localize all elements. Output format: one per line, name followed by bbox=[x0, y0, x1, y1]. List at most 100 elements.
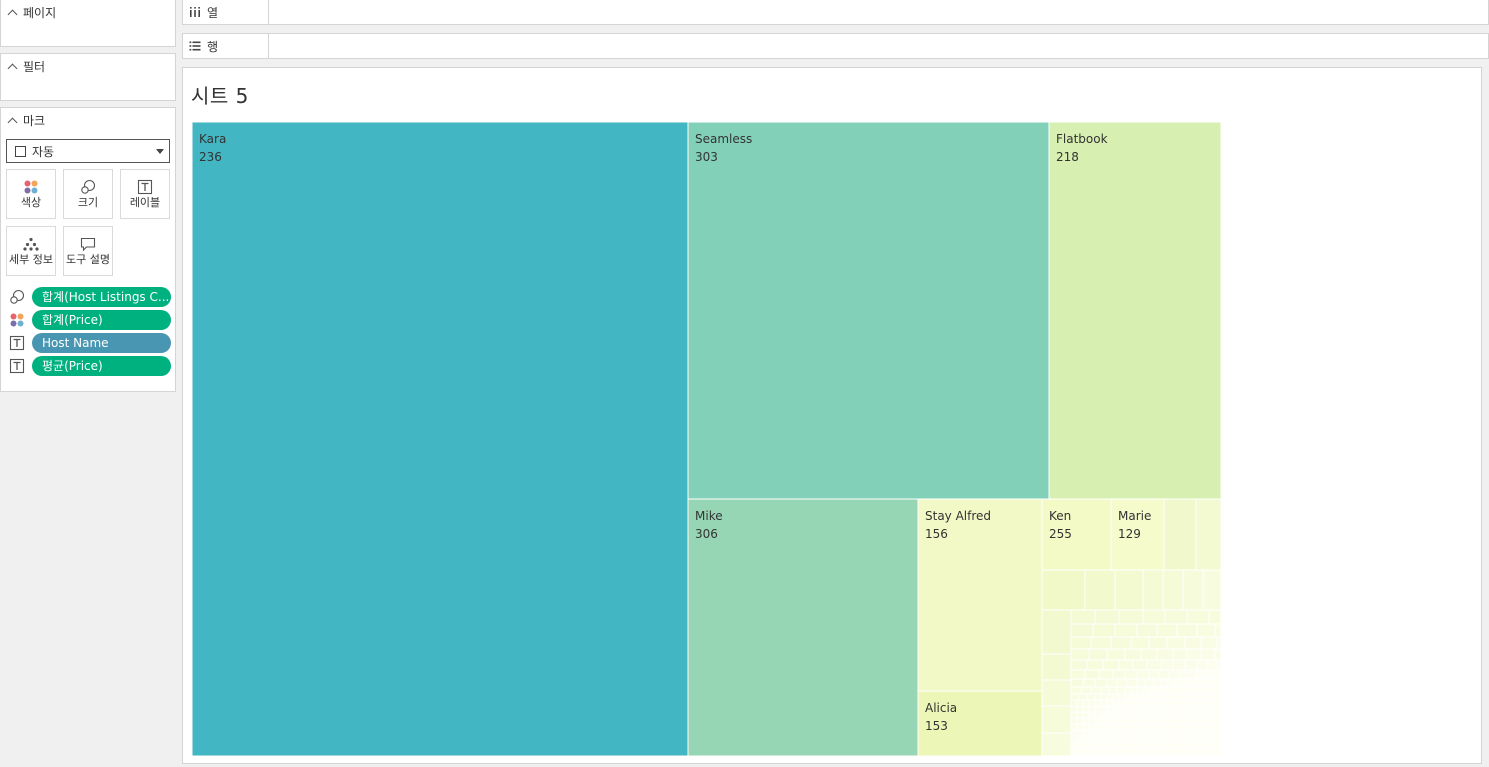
treemap-cell-small[interactable] bbox=[1124, 686, 1132, 695]
treemap-cell-small[interactable] bbox=[1190, 741, 1198, 749]
treemap-cell-small[interactable] bbox=[1080, 686, 1092, 695]
treemap-cell-small[interactable] bbox=[1118, 609, 1144, 625]
treemap-cell-small[interactable] bbox=[1084, 569, 1116, 611]
treemap-cell-small[interactable] bbox=[1184, 717, 1192, 725]
treemap-cell-small[interactable] bbox=[1106, 678, 1118, 688]
treemap-cell-small[interactable] bbox=[1112, 693, 1120, 701]
treemap-cell-small[interactable] bbox=[1112, 669, 1126, 680]
label-button[interactable]: 레이블 bbox=[120, 169, 170, 219]
treemap-cell-small[interactable] bbox=[1100, 686, 1110, 695]
treemap-cell-kara[interactable] bbox=[191, 121, 689, 757]
treemap-cell-small[interactable] bbox=[1196, 659, 1208, 671]
treemap-cell-small[interactable] bbox=[1202, 753, 1210, 757]
treemap-cell-small[interactable] bbox=[1214, 741, 1222, 749]
treemap-cell-small[interactable] bbox=[1124, 648, 1142, 661]
treemap-cell-small[interactable] bbox=[1070, 735, 1078, 743]
treemap-cell-small[interactable] bbox=[1160, 678, 1168, 688]
treemap-cell-small[interactable] bbox=[1130, 753, 1138, 757]
treemap-cell-small[interactable] bbox=[1130, 729, 1138, 737]
treemap-cell-small[interactable] bbox=[1208, 729, 1216, 737]
treemap-cell-small[interactable] bbox=[1184, 686, 1192, 695]
treemap-cell-small[interactable] bbox=[1184, 659, 1198, 671]
treemap-cell-small[interactable] bbox=[1160, 686, 1168, 695]
treemap-cell-small[interactable] bbox=[1184, 753, 1192, 757]
treemap-cell-small[interactable] bbox=[1190, 711, 1198, 719]
treemap-cell-small[interactable] bbox=[1094, 747, 1102, 755]
treemap-cell-small[interactable] bbox=[1190, 693, 1198, 701]
treemap-cell-small[interactable] bbox=[1195, 498, 1222, 571]
treemap-cell-small[interactable] bbox=[1118, 729, 1126, 737]
treemap-cell-small[interactable] bbox=[1106, 717, 1114, 725]
treemap-cell-small[interactable] bbox=[1100, 711, 1108, 719]
treemap-cell-small[interactable] bbox=[1184, 723, 1192, 731]
treemap-cell-small[interactable] bbox=[1142, 705, 1150, 713]
treemap-cell-small[interactable] bbox=[1214, 699, 1222, 707]
treemap-cell-small[interactable] bbox=[1186, 648, 1202, 661]
treemap-cell-small[interactable] bbox=[1148, 711, 1156, 719]
treemap-cell-small[interactable] bbox=[1208, 753, 1216, 757]
columns-drop-area[interactable] bbox=[269, 0, 1488, 24]
treemap-cell-small[interactable] bbox=[1208, 669, 1216, 680]
treemap-cell-small[interactable] bbox=[1124, 729, 1132, 737]
treemap-cell-small[interactable] bbox=[1194, 669, 1204, 680]
treemap-cell-small[interactable] bbox=[1166, 711, 1174, 719]
treemap-cell-small[interactable] bbox=[1124, 705, 1132, 713]
treemap-cell-small[interactable] bbox=[1076, 741, 1084, 749]
treemap-cell-small[interactable] bbox=[1196, 741, 1204, 749]
treemap-cell-small[interactable] bbox=[1196, 705, 1204, 713]
treemap-cell-small[interactable] bbox=[1154, 729, 1162, 737]
treemap-cell-small[interactable] bbox=[1208, 711, 1216, 719]
treemap-cell-small[interactable] bbox=[1154, 747, 1162, 755]
treemap-cell-small[interactable] bbox=[1076, 747, 1084, 755]
treemap-cell-small[interactable] bbox=[1112, 717, 1120, 725]
treemap-cell-small[interactable] bbox=[1041, 653, 1072, 681]
treemap-cell-small[interactable] bbox=[1154, 717, 1162, 725]
treemap-cell-small[interactable] bbox=[1148, 723, 1156, 731]
treemap-cell-small[interactable] bbox=[1094, 735, 1102, 743]
treemap-cell-small[interactable] bbox=[1190, 717, 1198, 725]
treemap-cell-small[interactable] bbox=[1132, 659, 1148, 671]
treemap-cell-small[interactable] bbox=[1178, 729, 1186, 737]
treemap-cell-small[interactable] bbox=[1098, 669, 1114, 680]
treemap-cell-small[interactable] bbox=[1088, 741, 1096, 749]
treemap-cell-small[interactable] bbox=[1070, 678, 1084, 688]
treemap-cell-small[interactable] bbox=[1148, 735, 1156, 743]
treemap-cell-small[interactable] bbox=[1136, 686, 1144, 695]
treemap-cell-small[interactable] bbox=[1208, 747, 1216, 755]
treemap-cell-small[interactable] bbox=[1148, 699, 1156, 707]
treemap-cell-small[interactable] bbox=[1214, 723, 1222, 731]
treemap-cell-small[interactable] bbox=[1178, 741, 1186, 749]
treemap-cell-small[interactable] bbox=[1114, 623, 1138, 638]
treemap-cell-small[interactable] bbox=[1076, 717, 1084, 725]
treemap-cell-small[interactable] bbox=[1148, 636, 1168, 650]
treemap-cell-small[interactable] bbox=[1184, 711, 1192, 719]
treemap-cell-small[interactable] bbox=[1202, 569, 1222, 611]
treemap-cell-small[interactable] bbox=[1112, 747, 1120, 755]
treemap-cell-small[interactable] bbox=[1114, 569, 1144, 611]
treemap-cell-small[interactable] bbox=[1106, 711, 1114, 719]
treemap-cell-small[interactable] bbox=[1094, 729, 1102, 737]
treemap-cell-small[interactable] bbox=[1214, 693, 1222, 701]
treemap-cell-small[interactable] bbox=[1070, 693, 1080, 701]
treemap-cell-small[interactable] bbox=[1094, 711, 1102, 719]
treemap-cell-small[interactable] bbox=[1178, 686, 1186, 695]
treemap-cell-small[interactable] bbox=[1106, 747, 1114, 755]
treemap-cell-small[interactable] bbox=[1130, 717, 1138, 725]
treemap-cell-small[interactable] bbox=[1110, 636, 1132, 650]
treemap-cell-small[interactable] bbox=[1172, 648, 1188, 661]
treemap-cell-small[interactable] bbox=[1190, 686, 1198, 695]
treemap-cell-small[interactable] bbox=[1070, 609, 1096, 625]
treemap-cell-small[interactable] bbox=[1118, 693, 1126, 701]
treemap-cell-small[interactable] bbox=[1186, 669, 1196, 680]
treemap-cell-small[interactable] bbox=[1094, 753, 1102, 757]
treemap-cell-small[interactable] bbox=[1136, 711, 1144, 719]
treemap-cell-mike[interactable] bbox=[687, 498, 919, 757]
treemap-cell-small[interactable] bbox=[1088, 711, 1096, 719]
treemap-cell-small[interactable] bbox=[1152, 678, 1162, 688]
treemap-cell-small[interactable] bbox=[1070, 705, 1078, 713]
color-button[interactable]: 색상 bbox=[6, 169, 56, 219]
treemap-cell-small[interactable] bbox=[1166, 717, 1174, 725]
treemap-cell-small[interactable] bbox=[1202, 686, 1210, 695]
treemap-cell-small[interactable] bbox=[1166, 747, 1174, 755]
treemap-cell-small[interactable] bbox=[1148, 693, 1156, 701]
